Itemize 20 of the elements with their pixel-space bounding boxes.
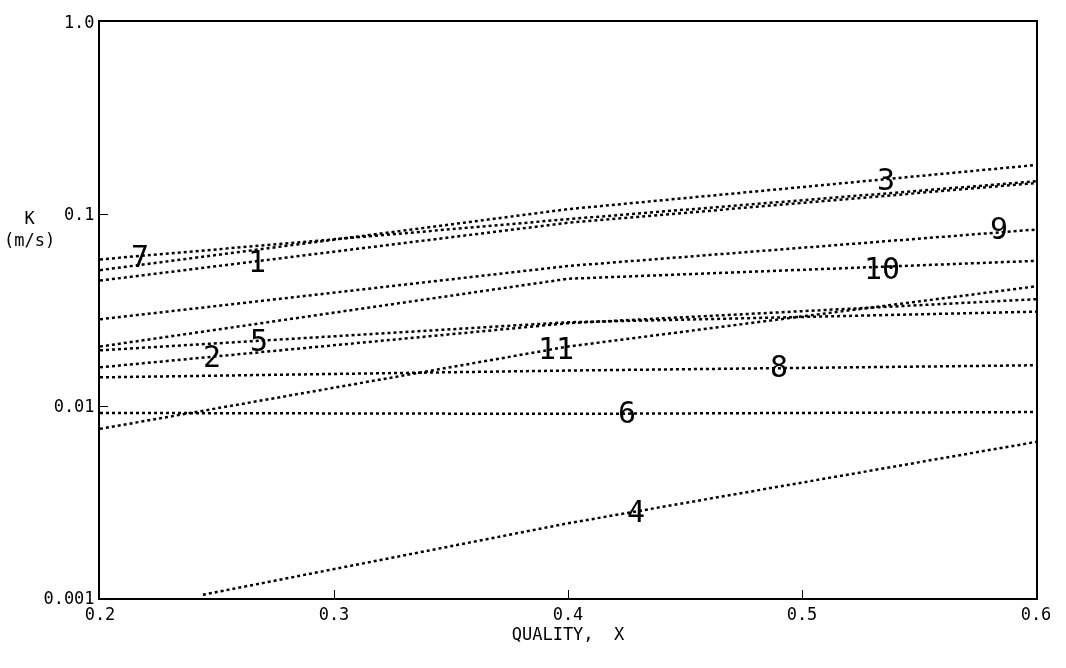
y-tick-label: 0.1 (63, 203, 95, 224)
x-tick-label: 0.6 (1020, 604, 1052, 625)
y-axis-title: K (m/s) (4, 208, 56, 251)
x-axis-title: QUALITY, X (511, 624, 626, 645)
annotation: 7 (131, 239, 150, 274)
x-tick-label: 0.4 (552, 604, 584, 625)
annotation: 11 (538, 331, 575, 366)
annotation: 9 (990, 211, 1009, 246)
annotation: 2 (203, 339, 222, 374)
annotation: 10 (864, 251, 901, 286)
annotation: 6 (618, 395, 637, 430)
x-tick-label: 0.3 (318, 604, 350, 625)
annotation: 1 (248, 244, 267, 279)
x-tick-label: 0.5 (786, 604, 818, 625)
annotation: 4 (627, 494, 646, 529)
annotation: 3 (877, 162, 896, 197)
annotation: 8 (770, 349, 789, 384)
y-tick-label: 0.01 (53, 395, 95, 416)
annotation: 5 (250, 323, 269, 358)
y-tick-label: 1.0 (63, 11, 95, 32)
